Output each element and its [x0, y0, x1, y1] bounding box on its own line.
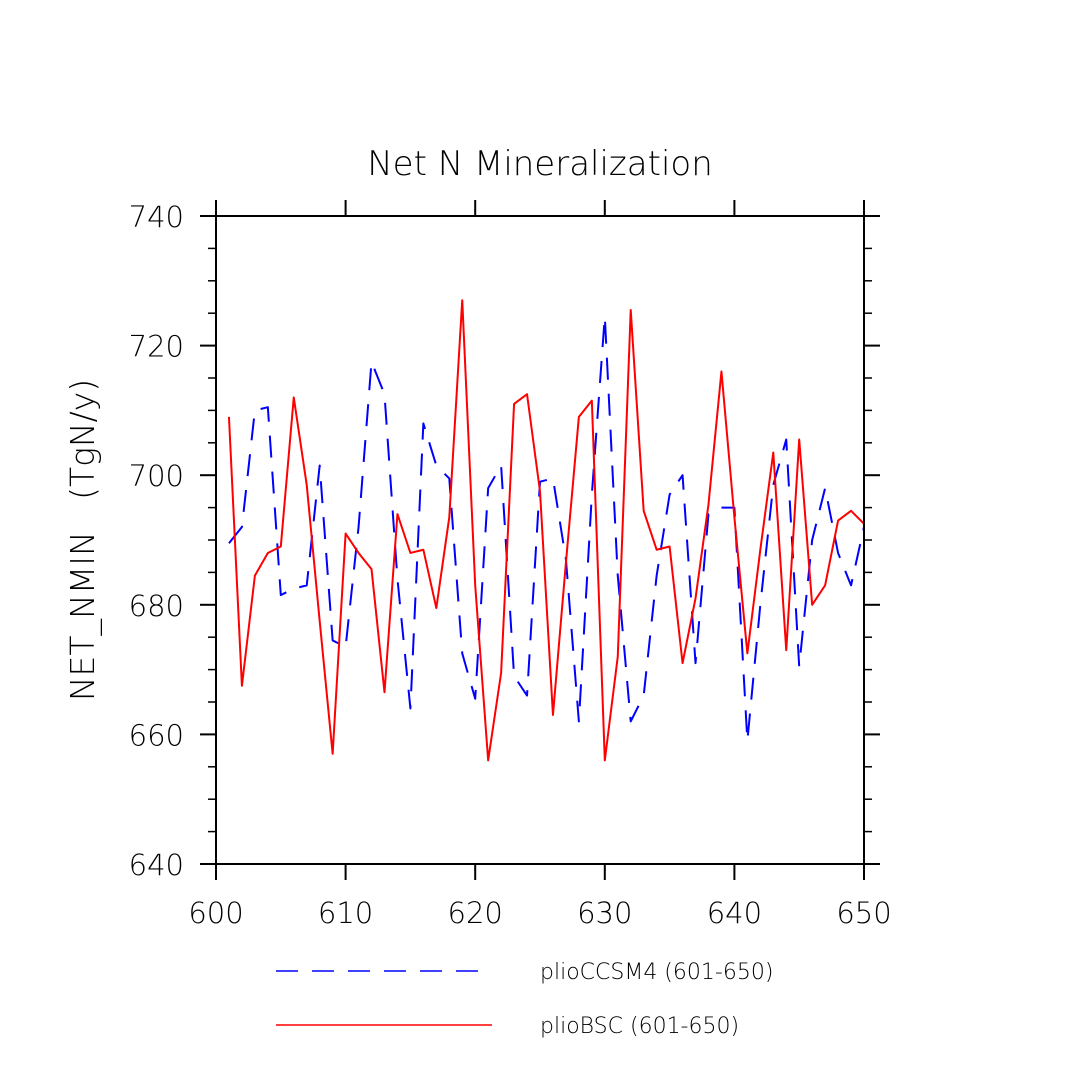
- legend-label-bsc: plioBSC (601-650): [540, 1014, 739, 1039]
- y-tick-label: 640: [129, 848, 184, 882]
- chart-title: Net N Mineralization: [367, 144, 713, 184]
- y-tick-label: 720: [129, 330, 184, 364]
- x-tick-label: 640: [707, 896, 762, 930]
- legend-label-ccsm4: plioCCSM4 (601-650): [540, 960, 773, 985]
- x-tick-labels: 600 610 620 630 640 650: [188, 896, 891, 930]
- y-tick-label: 740: [129, 200, 184, 234]
- x-tick-label: 620: [448, 896, 503, 930]
- x-tick-label: 610: [318, 896, 373, 930]
- tick-marks: [200, 200, 880, 880]
- y-axis-label: NET_NMIN (TgN/y): [63, 379, 103, 701]
- y-tick-label: 680: [129, 589, 184, 623]
- legend: plioCCSM4 (601-650) plioBSC (601-650): [276, 960, 773, 1039]
- y-tick-label: 660: [129, 718, 184, 752]
- y-tick-label: 700: [129, 459, 184, 493]
- series-layer: [227, 299, 865, 762]
- series-line-bsc: [227, 299, 865, 762]
- series-line-ccsm4: [228, 315, 865, 742]
- x-tick-label: 650: [836, 896, 891, 930]
- x-tick-label: 600: [188, 896, 243, 930]
- x-tick-label: 630: [577, 896, 632, 930]
- y-tick-labels: 640 660 680 700 720 740: [129, 200, 184, 882]
